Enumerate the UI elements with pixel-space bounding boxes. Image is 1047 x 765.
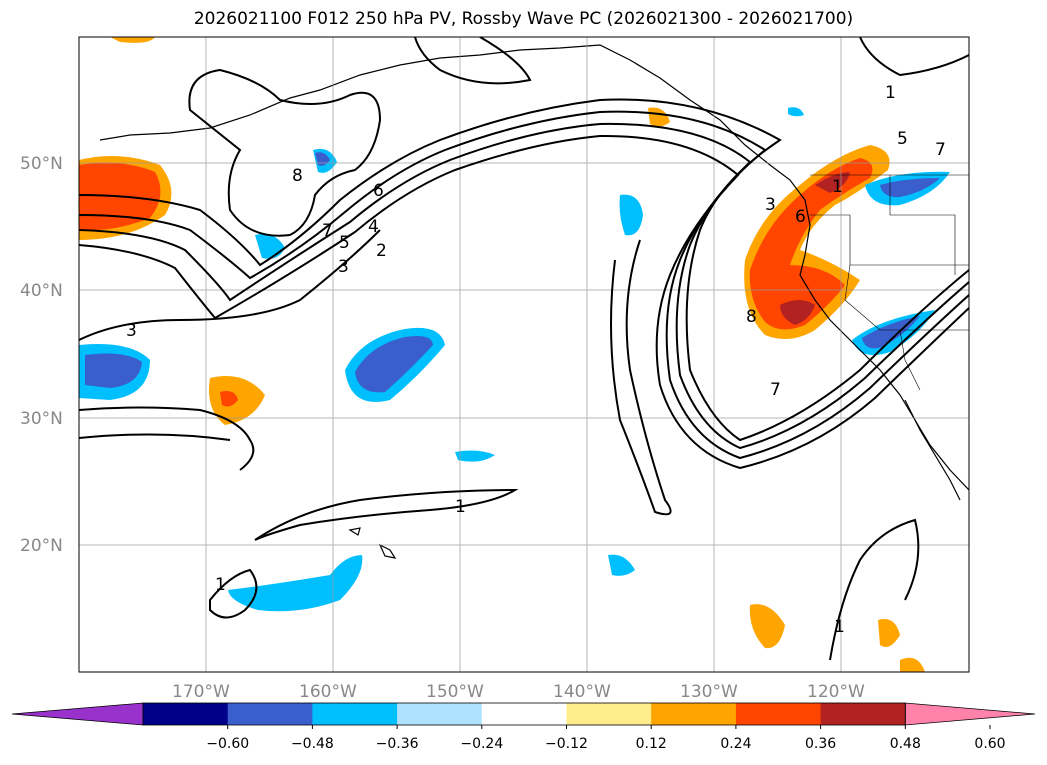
lon-label: 130°W <box>680 682 738 702</box>
colorbar: −0.60 −0.48 −0.36 −0.24 −0.12 0.12 0.24 0.36 0.4… <box>11 702 1036 752</box>
contour-label: 1 <box>834 617 845 637</box>
contour-label: 7 <box>770 380 781 400</box>
contour-label: 4 <box>368 217 379 237</box>
colorbar-extend-low <box>11 702 144 726</box>
colorbar-segment <box>651 703 737 725</box>
contour-labels: 8 7 6 5 4 3 2 3 8 3 6 7 1 5 7 1 1 1 1 <box>126 83 946 637</box>
colorbar-tick-label: 0.48 <box>890 736 921 752</box>
lat-label: 30°N <box>20 409 63 429</box>
colorbar-tick-label: 0.12 <box>636 736 667 752</box>
colorbar-tick-label: 0.24 <box>720 736 751 752</box>
map-area <box>79 37 969 672</box>
lat-label: 40°N <box>20 281 63 301</box>
colorbar-segment <box>312 703 398 725</box>
contour-label: 6 <box>795 207 806 227</box>
lon-label: 150°W <box>426 682 484 702</box>
map-frame <box>78 36 970 673</box>
contour-label: 8 <box>292 166 303 186</box>
lon-label: 120°W <box>807 682 865 702</box>
colorbar-tick-label: 0.36 <box>805 736 836 752</box>
contour-label: 3 <box>338 257 349 277</box>
colorbar-segment <box>820 703 906 725</box>
contour-label: 5 <box>339 233 350 253</box>
pv-contours <box>79 37 969 661</box>
chart-title: 2026021100 F012 250 hPa PV, Rossby Wave … <box>193 9 854 29</box>
contour-label: 3 <box>765 195 776 215</box>
contour-label: 7 <box>322 221 333 241</box>
contour-label: 8 <box>746 307 757 327</box>
colorbar-segment <box>397 703 483 725</box>
contour-label: 1 <box>455 497 466 517</box>
colorbar-tick-label: −0.12 <box>545 736 588 752</box>
colorbar-tick-label: 0.60 <box>974 736 1005 752</box>
colorbar-segment <box>143 703 229 725</box>
colorbar-tick-label: −0.48 <box>291 736 334 752</box>
colorbar-tick-label: −0.36 <box>376 736 419 752</box>
colorbar-tick-label: −0.24 <box>460 736 503 752</box>
political-borders <box>810 174 969 391</box>
contour-label: 7 <box>935 140 946 160</box>
lat-label: 50°N <box>20 154 63 174</box>
contour-label: 3 <box>126 321 137 341</box>
latitude-labels: 50°N 40°N 30°N 20°N <box>20 154 63 556</box>
pv-anomaly-fills <box>79 37 950 672</box>
lon-label: 140°W <box>553 682 611 702</box>
lon-label: 160°W <box>299 682 357 702</box>
longitude-labels: 170°W 160°W 150°W 140°W 130°W 120°W <box>172 682 865 702</box>
lat-label: 20°N <box>20 536 63 556</box>
colorbar-frame <box>142 702 906 726</box>
contour-label: 5 <box>897 129 908 149</box>
colorbar-segment <box>227 703 313 725</box>
contour-label: 1 <box>832 177 843 197</box>
contour-label: 1 <box>215 575 226 595</box>
colorbar-extend-high <box>904 702 1036 726</box>
contour-label: 1 <box>885 83 896 103</box>
colorbar-segment <box>735 703 822 725</box>
colorbar-segment <box>481 703 567 725</box>
contour-label: 2 <box>376 241 387 261</box>
lon-label: 170°W <box>172 682 230 702</box>
graticule <box>79 37 969 672</box>
contour-label: 6 <box>373 181 384 201</box>
colorbar-tick-label: −0.60 <box>206 736 249 752</box>
colorbar-segment <box>566 703 652 725</box>
